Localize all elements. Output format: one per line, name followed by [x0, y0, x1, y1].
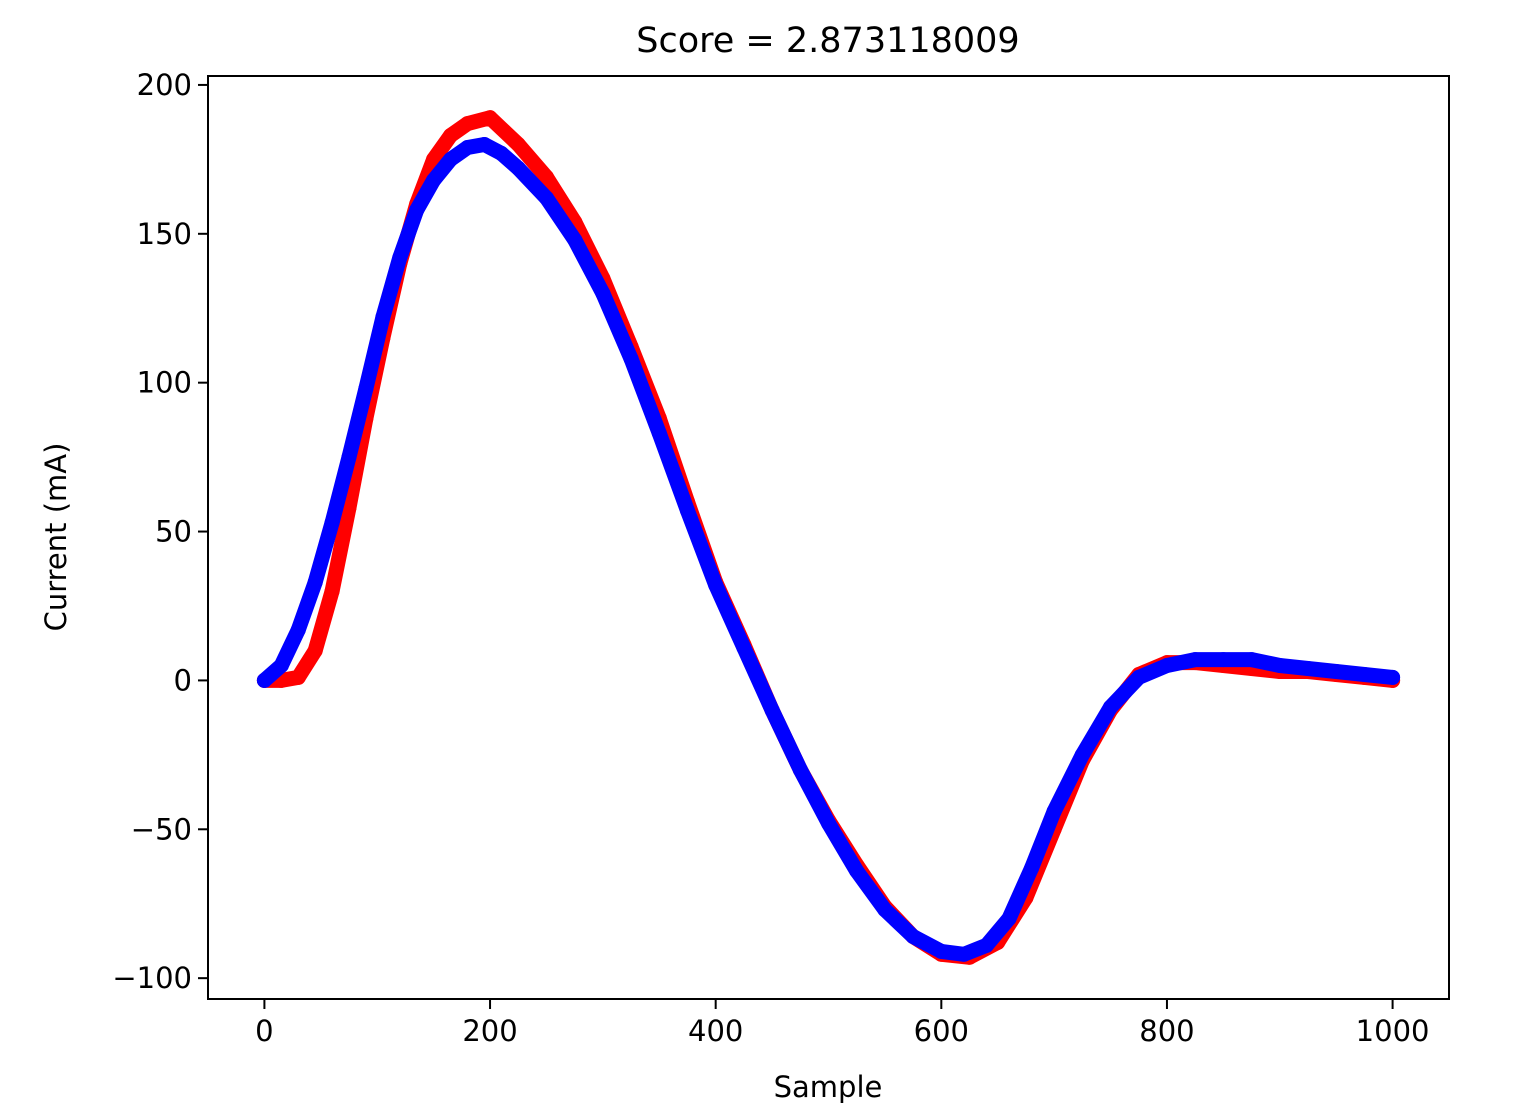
x-axis-label: Sample	[774, 1070, 883, 1104]
series-2-point	[736, 640, 752, 656]
series-1-point	[426, 151, 442, 167]
y-tick-label: 150	[137, 217, 192, 251]
series-2-point	[493, 145, 509, 161]
x-tick-label: 800	[1139, 1014, 1194, 1048]
series-layer	[256, 110, 1401, 965]
series-2-point	[1244, 652, 1260, 668]
series-2	[256, 137, 1401, 962]
x-tick-label: 600	[914, 1014, 969, 1048]
series-2-point	[476, 137, 492, 152]
y-tick-label: 100	[137, 366, 192, 400]
series-2-point	[324, 515, 340, 531]
series-2-point	[1024, 860, 1040, 876]
series-2-point	[273, 658, 289, 673]
series-2-point	[905, 929, 921, 944]
series-2-point	[510, 160, 526, 176]
series-2-point	[933, 943, 949, 959]
series-2-point	[1131, 669, 1147, 685]
series-2-point	[1074, 747, 1090, 763]
series-2-point	[1046, 803, 1062, 819]
series-2-point	[877, 902, 893, 918]
x-tick-label: 0	[255, 1014, 273, 1048]
series-2-point	[623, 351, 639, 367]
y-axis-ticks: −100 −50 0 50 100 150 200	[112, 68, 208, 995]
series-2-point	[1187, 652, 1203, 668]
series-2-point	[1356, 667, 1372, 682]
series-2-point	[409, 202, 425, 218]
series-2-point	[1159, 658, 1175, 673]
series-2-point	[821, 815, 836, 831]
series-2-point	[290, 622, 306, 638]
series-2-point	[680, 503, 695, 519]
series-2-point	[708, 577, 724, 593]
series-2-point	[849, 863, 865, 879]
y-tick-label: 200	[137, 68, 192, 102]
series-2-point	[1300, 661, 1316, 676]
series-1-point	[307, 643, 323, 659]
series-2-point	[460, 140, 475, 155]
series-2-point	[539, 190, 554, 206]
series-1-point	[510, 137, 526, 152]
series-2-point	[358, 381, 374, 397]
series-2-point	[764, 702, 780, 718]
y-tick-label: 0	[174, 663, 192, 697]
series-2-point	[567, 232, 583, 248]
series-1-point	[341, 500, 357, 516]
series-2-point	[341, 449, 357, 465]
series-2-point	[651, 425, 667, 441]
series-2-point	[956, 946, 972, 962]
series-2-point	[1215, 652, 1231, 668]
series-2-point	[443, 151, 459, 167]
series-2-point	[392, 250, 408, 266]
y-tick-label: −100	[112, 961, 192, 995]
series-1-point	[290, 669, 306, 685]
series-2-point	[1272, 658, 1288, 673]
plot-area	[207, 75, 1450, 1000]
y-tick-label: 50	[155, 515, 192, 549]
series-2-point	[1328, 664, 1344, 679]
plot-frame	[207, 75, 1450, 1000]
series-2-point	[256, 672, 272, 688]
series-2-point	[1103, 699, 1118, 715]
series-2-point	[978, 937, 994, 953]
series-2-point	[792, 762, 808, 778]
y-tick-label: −50	[131, 812, 192, 846]
series-2-point	[426, 172, 442, 188]
x-tick-label: 1000	[1356, 1014, 1430, 1048]
series-2-point	[375, 309, 391, 325]
series-1-point	[460, 116, 475, 132]
series-2-point	[1001, 911, 1017, 927]
series-1-point	[539, 169, 554, 185]
series-1-point	[443, 128, 459, 143]
series-1-point	[482, 110, 498, 126]
x-tick-label: 400	[688, 1014, 743, 1048]
series-1-point	[324, 583, 340, 599]
series-2-point	[595, 285, 611, 301]
x-tick-label: 200	[462, 1014, 517, 1048]
x-axis-ticks: 0 200 400 600 800 1000	[255, 999, 1429, 1048]
chart-title: Score = 2.873118009	[636, 21, 1019, 61]
y-axis-label: Current (mA)	[39, 443, 73, 632]
series-2-band	[256, 137, 1401, 962]
series-2-point	[307, 574, 323, 590]
series-2-point	[1385, 669, 1401, 685]
